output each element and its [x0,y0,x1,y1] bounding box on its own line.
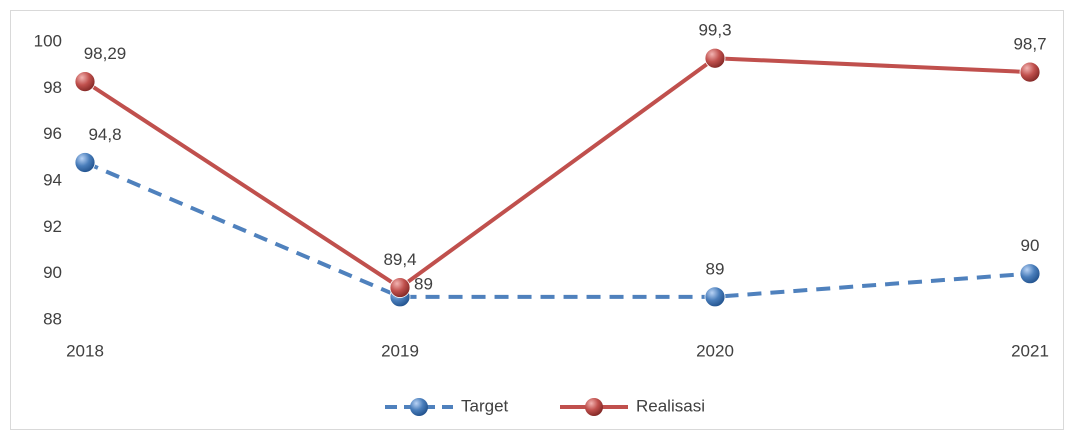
data-label: 90 [1021,236,1040,255]
point [1019,263,1041,285]
y-tick-label: 96 [43,124,62,143]
series-line [84,160,1031,299]
legend-marker [585,398,603,416]
data-label: 99,3 [698,21,731,40]
point [704,47,726,69]
point [389,277,411,298]
point [704,286,726,308]
data-label: 94,8 [88,125,121,144]
point [74,152,96,173]
x-tick-label: 2018 [66,341,104,360]
x-tick-label: 2020 [696,341,734,360]
y-tick-label: 90 [43,263,62,282]
x-tick-label: 2019 [381,341,419,360]
legend-label: Realisasi [636,396,705,415]
data-label: 89 [706,259,725,278]
point [1019,61,1041,83]
x-tick-label: 2021 [1011,341,1049,360]
y-tick-label: 88 [43,309,62,328]
legend-label: Target [461,396,509,415]
series-line [83,56,1031,290]
data-label: 98,7 [1013,35,1046,54]
point [74,71,96,93]
y-tick-label: 94 [43,170,62,189]
legend-marker [410,398,428,416]
chart-border [10,10,1064,430]
data-label: 89 [414,274,433,293]
y-tick-label: 100 [34,31,62,50]
data-label: 98,29 [84,44,127,63]
y-tick-label: 92 [43,217,62,236]
data-label: 89,4 [383,250,416,269]
y-tick-label: 98 [43,78,62,97]
